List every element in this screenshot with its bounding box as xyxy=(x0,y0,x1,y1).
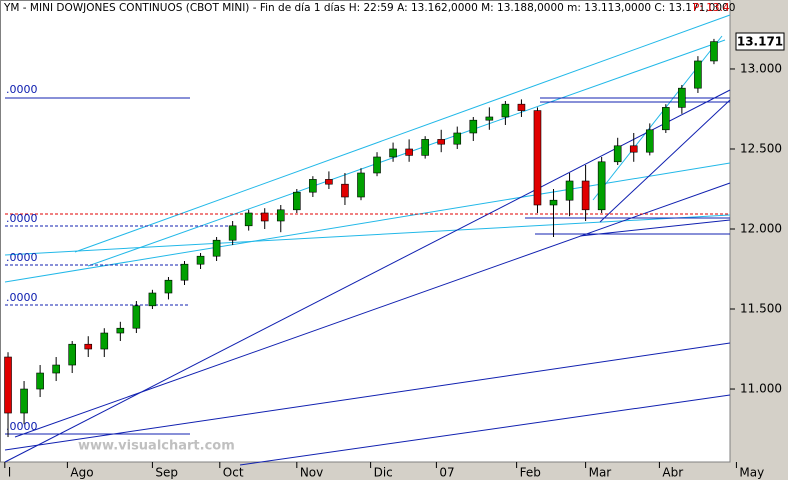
y-tick-label: 11.000 xyxy=(740,382,782,396)
trend-lines xyxy=(4,14,731,466)
x-tick-label: l xyxy=(8,466,11,480)
candle-body xyxy=(501,103,510,118)
level-annotation: .0000 xyxy=(6,291,38,304)
candle-body xyxy=(357,172,365,198)
candle-body xyxy=(325,179,333,185)
candle-body xyxy=(196,255,205,265)
x-tick-label: May xyxy=(739,466,764,480)
price-axis-panel xyxy=(730,0,788,480)
candle-body xyxy=(389,148,397,158)
candle-body xyxy=(212,239,221,257)
candle-body xyxy=(36,372,44,390)
y-tick-label: 11.500 xyxy=(740,302,782,316)
candle-body xyxy=(613,145,622,163)
candle-body xyxy=(228,225,237,241)
candle-body xyxy=(132,305,141,329)
x-tick-label: Dic xyxy=(374,466,393,480)
candle-body xyxy=(597,161,606,211)
plot-border xyxy=(0,0,731,463)
candle-body xyxy=(421,139,429,156)
candle-body xyxy=(373,156,381,174)
watermark: www.visualchart.com xyxy=(78,439,235,454)
candle-body xyxy=(100,332,109,350)
trend-line xyxy=(4,214,731,256)
chart-subtitle: P: 13.4 xyxy=(693,2,730,14)
candle-body xyxy=(549,199,558,206)
candle-body xyxy=(453,132,462,145)
y-tick-label: 12.000 xyxy=(740,221,782,235)
time-axis-panel xyxy=(0,462,788,480)
candle-body xyxy=(678,87,686,108)
x-tick-label: Sep xyxy=(155,466,178,480)
candle-body xyxy=(260,212,269,222)
candle-body xyxy=(694,60,702,89)
trend-line xyxy=(579,219,731,237)
y-tick-label: 12.500 xyxy=(740,141,782,155)
candle-body xyxy=(341,183,349,198)
candle-body xyxy=(517,103,526,111)
candle-body xyxy=(645,129,654,153)
candle-body xyxy=(662,107,670,131)
candle-body xyxy=(565,180,574,201)
trend-line xyxy=(74,14,731,253)
y-tick-label: 13.000 xyxy=(740,61,782,75)
x-tick-label: Ago xyxy=(70,466,93,480)
candle-body xyxy=(533,110,542,206)
candle-body xyxy=(309,179,317,193)
level-annotation: .0000 xyxy=(6,212,38,225)
candle-body xyxy=(293,191,301,211)
candle-body xyxy=(581,180,590,211)
candle-body xyxy=(710,41,718,62)
candle-body xyxy=(437,139,446,145)
level-annotation: .0000 xyxy=(6,251,38,264)
trend-line xyxy=(14,182,731,438)
x-tick-label: Nov xyxy=(300,466,323,480)
trend-line xyxy=(4,342,731,451)
trend-line xyxy=(599,99,731,223)
candle-body xyxy=(180,263,189,281)
price-tag-box xyxy=(735,32,785,51)
x-tick-label: Oct xyxy=(223,466,244,480)
candle-body xyxy=(164,279,173,294)
candle-body xyxy=(405,148,413,156)
candle-body xyxy=(4,356,12,414)
x-tick-label: Mar xyxy=(589,466,612,480)
candle-body xyxy=(52,364,60,374)
candle-body xyxy=(116,327,125,334)
candle-body xyxy=(68,343,76,366)
x-tick-label: Feb xyxy=(520,466,541,480)
price-tag: 13.171 xyxy=(737,35,783,49)
chart-title: YM - MINI DOWJONES CONTINUOS (CBOT MINI)… xyxy=(3,2,735,14)
candle-body xyxy=(148,292,157,307)
trend-line xyxy=(239,394,731,466)
candle-body xyxy=(84,343,93,350)
trend-line xyxy=(4,162,731,283)
candle-body xyxy=(469,119,478,134)
level-annotation: .0000 xyxy=(6,420,38,433)
candles xyxy=(4,38,718,438)
candle-body xyxy=(20,388,28,414)
level-annotation: .0000 xyxy=(6,83,38,96)
x-tick-label: 07 xyxy=(439,466,454,480)
candle-body xyxy=(244,212,253,227)
candle-body xyxy=(485,116,494,121)
candle-body xyxy=(276,209,285,222)
x-tick-label: Abr xyxy=(662,466,683,480)
candle-body xyxy=(629,145,638,153)
trend-line xyxy=(4,89,731,463)
